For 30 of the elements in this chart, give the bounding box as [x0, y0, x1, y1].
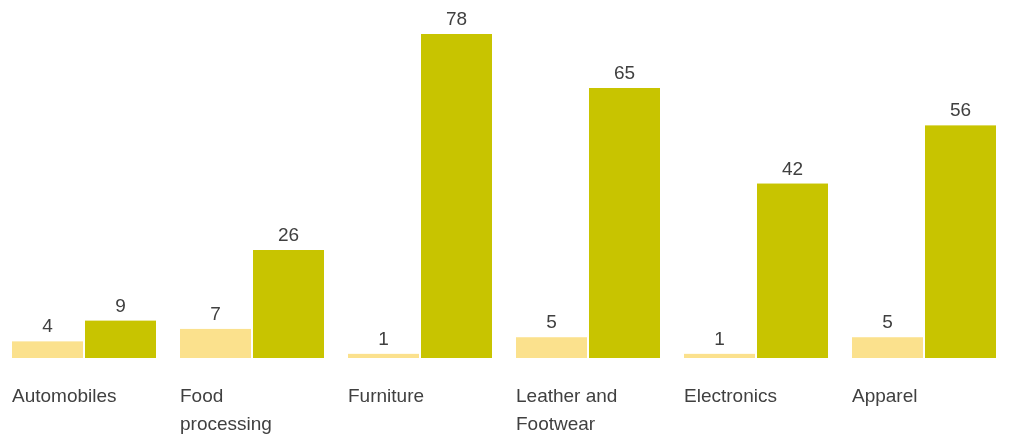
bar [12, 341, 83, 358]
bar [757, 183, 828, 358]
bar [589, 88, 660, 358]
x-tick-label: Automobiles [12, 385, 117, 406]
x-tick-label: Apparel [852, 385, 918, 406]
data-label: 78 [445, 8, 468, 29]
bar [516, 337, 587, 358]
bar [925, 125, 996, 358]
x-tick-label: Food processing [180, 385, 272, 434]
bar [85, 320, 156, 358]
data-label: 26 [277, 224, 300, 245]
bar [180, 328, 251, 358]
data-label: 5 [546, 311, 557, 333]
x-tick-label: Electronics [684, 385, 777, 406]
bar [253, 250, 324, 358]
data-label: 56 [949, 99, 972, 121]
data-label: 1 [378, 327, 389, 349]
data-label: 65 [613, 62, 636, 83]
x-tick-label: Furniture [348, 385, 425, 406]
bar [684, 353, 755, 358]
data-label: 42 [781, 157, 804, 179]
data-label: 1 [714, 327, 725, 349]
bar [421, 34, 492, 358]
data-label: 4 [42, 315, 54, 337]
data-label: 7 [210, 302, 221, 324]
bar [348, 353, 419, 358]
x-tick-label: Leather and Footwear [516, 385, 618, 434]
data-label: 5 [882, 311, 893, 333]
data-label: 9 [115, 294, 126, 316]
bar [852, 337, 923, 358]
